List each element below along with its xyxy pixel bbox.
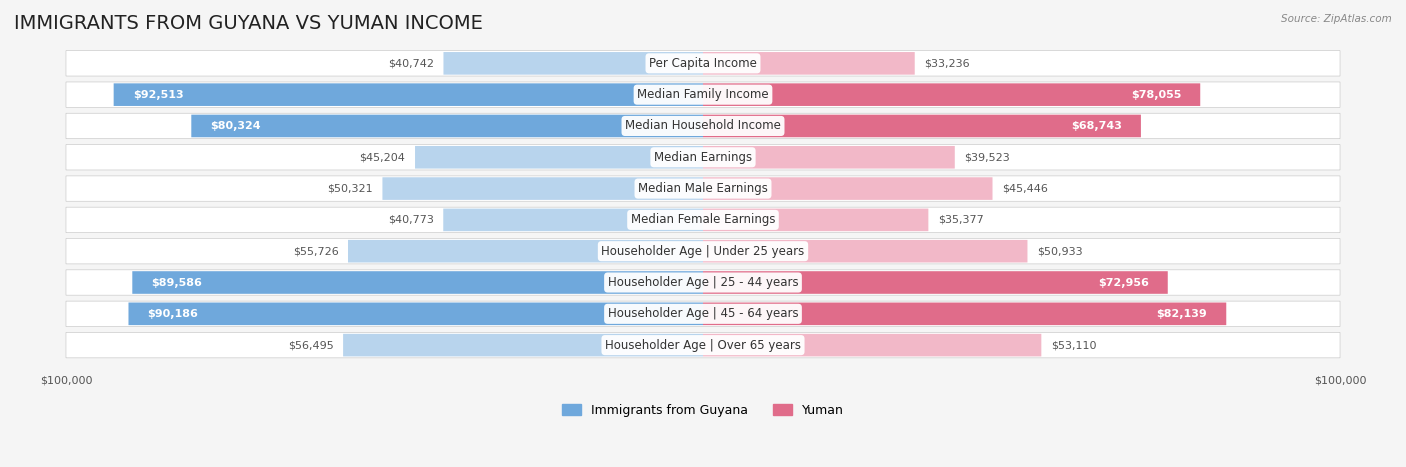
Text: $78,055: $78,055 xyxy=(1130,90,1181,99)
Legend: Immigrants from Guyana, Yuman: Immigrants from Guyana, Yuman xyxy=(557,399,849,422)
FancyBboxPatch shape xyxy=(703,83,1201,106)
FancyBboxPatch shape xyxy=(132,271,703,294)
FancyBboxPatch shape xyxy=(66,145,1340,170)
FancyBboxPatch shape xyxy=(443,52,703,75)
Text: $33,236: $33,236 xyxy=(924,58,970,68)
FancyBboxPatch shape xyxy=(703,52,915,75)
Text: Householder Age | Under 25 years: Householder Age | Under 25 years xyxy=(602,245,804,258)
FancyBboxPatch shape xyxy=(703,240,1028,262)
FancyBboxPatch shape xyxy=(703,115,1140,137)
FancyBboxPatch shape xyxy=(703,209,928,231)
Text: Householder Age | 45 - 64 years: Householder Age | 45 - 64 years xyxy=(607,307,799,320)
Text: Householder Age | Over 65 years: Householder Age | Over 65 years xyxy=(605,339,801,352)
FancyBboxPatch shape xyxy=(191,115,703,137)
Text: $89,586: $89,586 xyxy=(152,277,202,288)
FancyBboxPatch shape xyxy=(349,240,703,262)
FancyBboxPatch shape xyxy=(66,333,1340,358)
Text: $50,321: $50,321 xyxy=(328,184,373,194)
Text: $56,495: $56,495 xyxy=(288,340,333,350)
Text: $53,110: $53,110 xyxy=(1050,340,1097,350)
Text: $55,726: $55,726 xyxy=(292,246,339,256)
Text: $40,773: $40,773 xyxy=(388,215,433,225)
FancyBboxPatch shape xyxy=(703,271,1168,294)
Text: $90,186: $90,186 xyxy=(148,309,198,319)
FancyBboxPatch shape xyxy=(66,113,1340,139)
Text: Per Capita Income: Per Capita Income xyxy=(650,57,756,70)
FancyBboxPatch shape xyxy=(66,270,1340,295)
Text: $45,204: $45,204 xyxy=(360,152,405,162)
FancyBboxPatch shape xyxy=(66,239,1340,264)
FancyBboxPatch shape xyxy=(382,177,703,200)
Text: $80,324: $80,324 xyxy=(211,121,262,131)
FancyBboxPatch shape xyxy=(128,303,703,325)
Text: Householder Age | 25 - 44 years: Householder Age | 25 - 44 years xyxy=(607,276,799,289)
Text: $39,523: $39,523 xyxy=(965,152,1010,162)
FancyBboxPatch shape xyxy=(703,334,1042,356)
FancyBboxPatch shape xyxy=(66,176,1340,201)
FancyBboxPatch shape xyxy=(415,146,703,169)
Text: $50,933: $50,933 xyxy=(1038,246,1083,256)
Text: Source: ZipAtlas.com: Source: ZipAtlas.com xyxy=(1281,14,1392,24)
FancyBboxPatch shape xyxy=(66,207,1340,233)
Text: Median Earnings: Median Earnings xyxy=(654,151,752,164)
Text: $40,742: $40,742 xyxy=(388,58,434,68)
Text: $72,956: $72,956 xyxy=(1098,277,1149,288)
FancyBboxPatch shape xyxy=(703,177,993,200)
Text: $82,139: $82,139 xyxy=(1156,309,1208,319)
FancyBboxPatch shape xyxy=(114,83,703,106)
FancyBboxPatch shape xyxy=(66,301,1340,326)
Text: $92,513: $92,513 xyxy=(132,90,183,99)
Text: $45,446: $45,446 xyxy=(1002,184,1047,194)
FancyBboxPatch shape xyxy=(343,334,703,356)
Text: IMMIGRANTS FROM GUYANA VS YUMAN INCOME: IMMIGRANTS FROM GUYANA VS YUMAN INCOME xyxy=(14,14,482,33)
Text: $68,743: $68,743 xyxy=(1071,121,1122,131)
Text: Median Male Earnings: Median Male Earnings xyxy=(638,182,768,195)
Text: $35,377: $35,377 xyxy=(938,215,984,225)
Text: Median Family Income: Median Family Income xyxy=(637,88,769,101)
Text: Median Household Income: Median Household Income xyxy=(626,120,780,133)
FancyBboxPatch shape xyxy=(66,82,1340,107)
FancyBboxPatch shape xyxy=(703,146,955,169)
FancyBboxPatch shape xyxy=(66,50,1340,76)
Text: Median Female Earnings: Median Female Earnings xyxy=(631,213,775,226)
FancyBboxPatch shape xyxy=(443,209,703,231)
FancyBboxPatch shape xyxy=(703,303,1226,325)
